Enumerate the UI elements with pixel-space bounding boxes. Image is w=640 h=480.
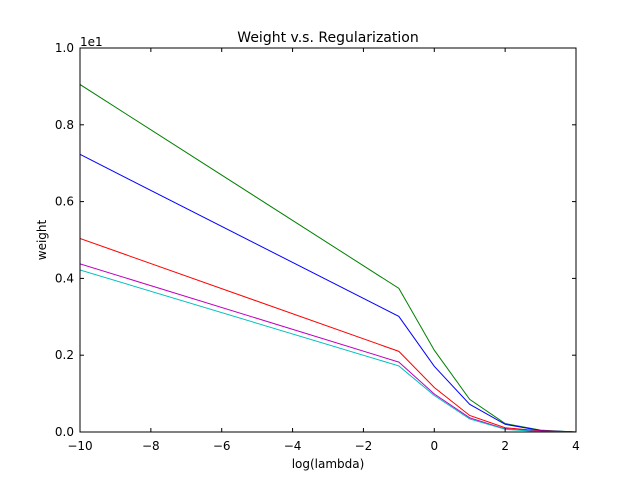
y-tick-label: 0.0 [55,425,74,439]
y-axis-offset-label: 1e1 [80,35,103,49]
chart-title: Weight v.s. Regularization [237,30,418,46]
x-tick-label: 2 [501,439,509,453]
x-tick-label: 0 [430,439,438,453]
axis-ticks: −10 −8 −6 −4 −2 0 2 4 0.0 0.2 0.4 0.6 0.8 1.0 [55,41,580,453]
y-tick-label: 0.8 [55,118,74,132]
y-tick-label: 0.4 [55,271,74,285]
y-tick-label: 1.0 [55,41,74,55]
y-axis-label: weight [35,219,49,260]
x-tick-label: −2 [355,439,373,453]
plot-area-frame [79,47,577,433]
x-tick-label: 4 [572,439,580,453]
x-tick-label: −8 [142,439,160,453]
x-tick-label: −4 [284,439,302,453]
x-tick-label: −6 [213,439,231,453]
series-layer [80,84,576,432]
y-tick-label: 0.6 [55,195,74,209]
y-tick-label: 0.2 [55,348,74,362]
x-tick-label: −10 [67,439,92,453]
x-axis-label: log(lambda) [292,457,365,471]
